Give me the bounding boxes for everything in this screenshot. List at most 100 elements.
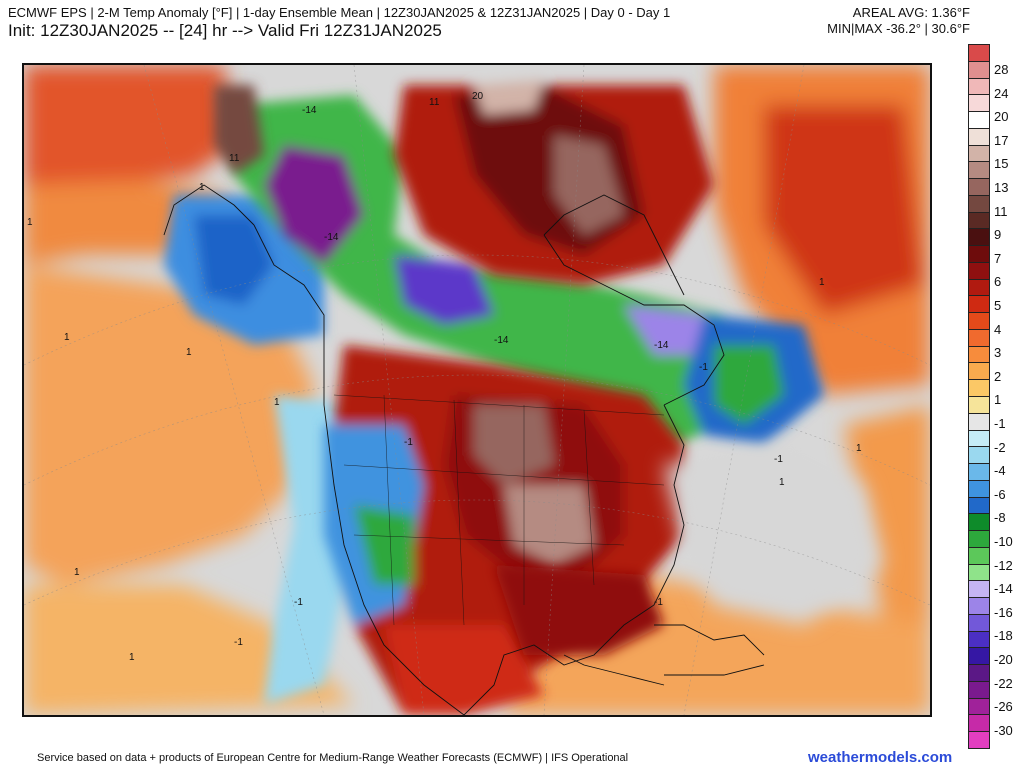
colorbar-swatch <box>968 664 990 682</box>
contour-label: 1 <box>129 652 135 663</box>
colorbar-swatch <box>968 396 990 414</box>
colorbar-swatch <box>968 429 990 448</box>
colorbar-swatch <box>968 731 990 749</box>
colorbar-swatch <box>968 647 990 666</box>
colorbar-swatch <box>968 111 990 129</box>
colorbar-label: -12 <box>994 557 1013 573</box>
colorbar-label: 9 <box>994 227 1002 243</box>
map-title: ECMWF EPS | 2-M Temp Anomaly [°F] | 1-da… <box>8 5 671 20</box>
colorbar-label: 5 <box>994 298 1002 313</box>
colorbar-swatch <box>968 412 990 431</box>
init-valid-line: Init: 12Z30JAN2025 -- [24] hr --> Valid … <box>8 21 442 40</box>
colorbar-swatch <box>968 161 990 180</box>
contour-label: -14 <box>302 105 317 116</box>
colorbar-label: -18 <box>994 628 1013 644</box>
colorbar-label: 20 <box>994 109 1009 125</box>
contour-label: -14 <box>494 335 509 346</box>
contour-label: 1 <box>186 347 192 358</box>
colorbar-swatch <box>968 144 990 163</box>
colorbar-label: -1 <box>994 416 1006 431</box>
colorbar-swatch <box>968 714 990 733</box>
colorbar-label: 17 <box>994 132 1009 148</box>
colorbar-swatch <box>968 530 990 548</box>
contour-label: -1 <box>774 454 783 465</box>
contour-label: 1 <box>856 443 862 454</box>
colorbar-swatch <box>968 513 990 532</box>
colorbar-label: 13 <box>994 180 1009 195</box>
colorbar <box>968 44 990 749</box>
colorbar-swatch <box>968 312 990 330</box>
contour-label: -1 <box>294 597 303 608</box>
contour-label: -1 <box>234 637 243 648</box>
colorbar-swatch <box>968 697 990 716</box>
contour-labels: 1 1 1 1 1 1 1 1 1 1 -1 -1 -1 -1 -1 -1 -1… <box>27 91 862 663</box>
colorbar-label: 24 <box>994 85 1009 101</box>
warm-ocean-regions <box>24 65 930 715</box>
colorbar-label: -30 <box>994 722 1013 738</box>
graticule <box>24 65 930 715</box>
colorbar-swatch <box>968 379 990 397</box>
colorbar-swatch <box>968 580 990 599</box>
colorbar-label: 6 <box>994 274 1002 290</box>
contour-label: -1 <box>699 362 708 373</box>
colorbar-label: -10 <box>994 534 1013 549</box>
colorbar-swatch <box>968 245 990 263</box>
colorbar-swatch <box>968 680 990 699</box>
colorbar-swatch <box>968 345 990 364</box>
colorbar-label: 3 <box>994 345 1002 361</box>
colorbar-swatch <box>968 77 990 96</box>
colorbar-swatch <box>968 446 990 465</box>
contour-label: 1 <box>274 397 280 408</box>
borders <box>333 394 665 626</box>
contour-label: -1 <box>404 437 413 448</box>
colorbar-swatch <box>968 479 990 498</box>
gulf-region <box>494 565 664 655</box>
brand-link[interactable]: weathermodels.com <box>808 749 953 766</box>
colorbar-swatch <box>968 496 990 515</box>
areal-average: AREAL AVG: 1.36°F <box>852 5 970 20</box>
colorbar-swatch <box>968 261 990 280</box>
contour-label: 20 <box>472 91 484 102</box>
coastlines <box>163 184 765 715</box>
cold-band-canada <box>234 95 824 445</box>
colorbar-swatch <box>968 597 990 615</box>
contour-label: 1 <box>779 477 785 488</box>
colorbar-swatch <box>968 194 990 213</box>
contour-label: -1 <box>654 597 663 608</box>
colorbar-swatch <box>968 211 990 230</box>
contour-label: 1 <box>64 332 70 343</box>
colorbar-label: 4 <box>994 321 1002 337</box>
colorbar-swatch <box>968 278 990 297</box>
colorbar-label: 2 <box>994 368 1002 384</box>
colorbar-swatch <box>968 546 990 565</box>
colorbar-swatch <box>968 613 990 632</box>
colorbar-label: -26 <box>994 699 1013 715</box>
colorbar-label: -6 <box>994 486 1006 502</box>
colorbar-swatch <box>968 563 990 582</box>
colorbar-label: 28 <box>994 62 1009 77</box>
colorbar-swatch <box>968 44 990 62</box>
contour-label: 1 <box>819 277 825 288</box>
contour-label: 1 <box>199 182 205 193</box>
warm-arctic-region <box>214 80 714 285</box>
colorbar-label: 7 <box>994 250 1002 266</box>
map-canvas: 1 1 1 1 1 1 1 1 1 1 -1 -1 -1 -1 -1 -1 -1… <box>24 65 930 715</box>
contour-label: 1 <box>74 567 80 578</box>
colorbar-swatch <box>968 127 990 146</box>
colorbar-swatch <box>968 328 990 347</box>
colorbar-label: -16 <box>994 604 1013 620</box>
contour-label: 11 <box>229 153 240 164</box>
anomaly-map: 1 1 1 1 1 1 1 1 1 1 -1 -1 -1 -1 -1 -1 -1… <box>22 63 932 717</box>
colorbar-label: -4 <box>994 463 1006 479</box>
colorbar-swatch <box>968 94 990 113</box>
colorbar-label: 15 <box>994 156 1009 172</box>
colorbar-swatch <box>968 463 990 481</box>
colorbar-label: 1 <box>994 392 1002 408</box>
contour-label: 11 <box>429 97 440 108</box>
neutral-atlantic <box>664 445 884 625</box>
colorbar-label: -8 <box>994 510 1006 526</box>
colorbar-swatch <box>968 362 990 381</box>
contour-label: -14 <box>324 232 339 243</box>
colorbar-swatch <box>968 630 990 649</box>
data-credit: Service based on data + products of Euro… <box>37 752 629 764</box>
